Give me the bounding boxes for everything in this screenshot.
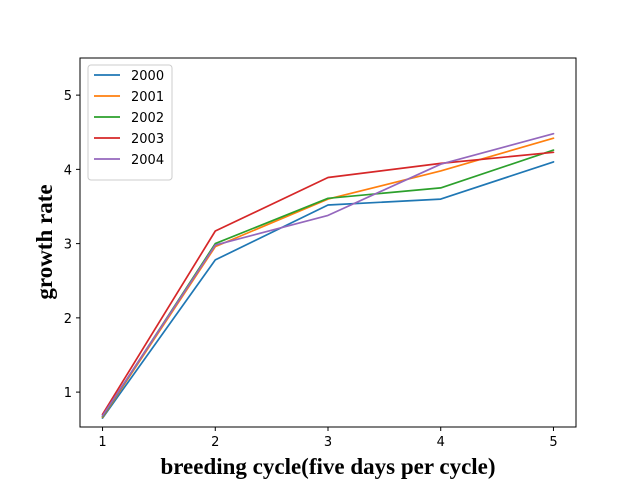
legend-box (87, 64, 173, 181)
y-tick-label: 5 (64, 89, 72, 104)
y-tick-label: 4 (64, 163, 72, 178)
series-layer (101, 132, 555, 419)
y-tick-label: 1 (64, 386, 72, 401)
y-tick-label: 3 (64, 238, 72, 253)
legend: 2000 2001 2002 2003 2004 (87, 64, 173, 181)
x-tick-label: 3 (324, 435, 332, 450)
y-axis-label: growth rate (32, 184, 57, 299)
legend-label-2003: 2003 (131, 132, 164, 147)
legend-label-2000: 2000 (131, 69, 164, 84)
x-tick-label: 4 (437, 435, 445, 450)
legend-label-2004: 2004 (131, 153, 164, 168)
y-tick-label: 2 (64, 312, 72, 327)
series-line-2000 (101, 161, 555, 419)
x-axis-label: breeding cycle(five days per cycle) (160, 454, 495, 479)
ticks-layer: 1 2 3 4 5 1 2 3 4 5 (64, 89, 558, 450)
series-line-2003 (101, 151, 555, 416)
x-tick-label: 5 (549, 435, 557, 450)
legend-label-2002: 2002 (131, 111, 164, 126)
x-tick-label: 2 (211, 435, 219, 450)
x-tick-label: 1 (98, 435, 106, 450)
series-line-2004 (101, 132, 555, 417)
legend-label-2001: 2001 (131, 90, 164, 105)
